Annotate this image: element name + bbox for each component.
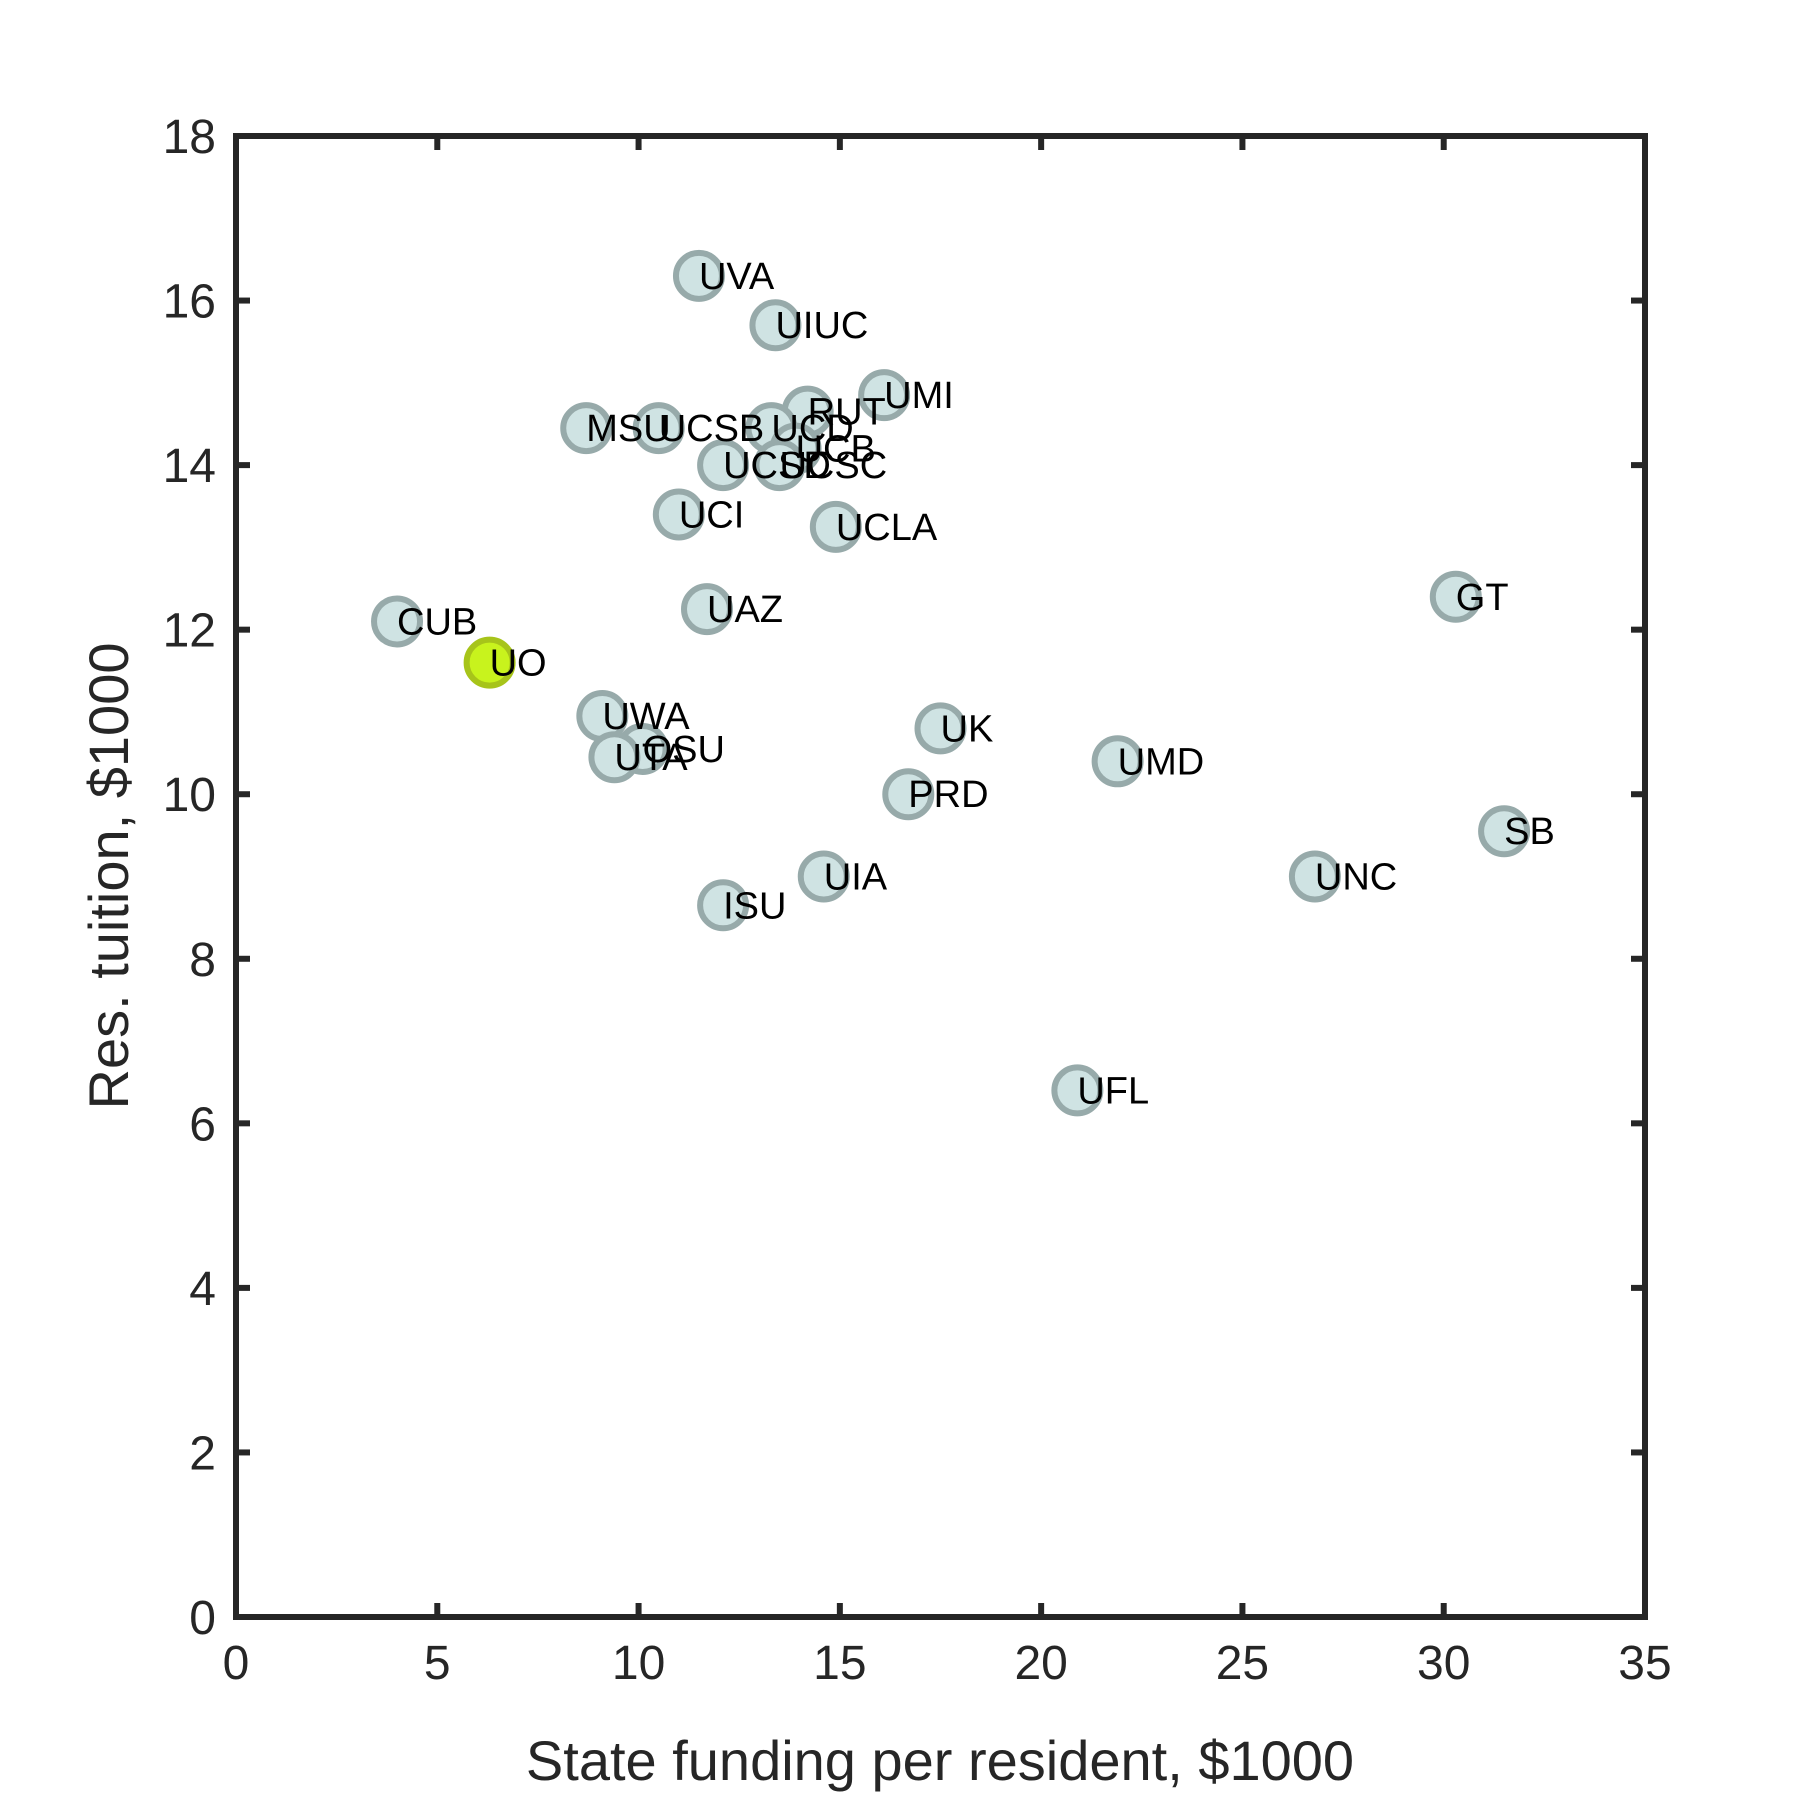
point-label-uiuc: UIUC (775, 305, 868, 347)
point-label-sb: SB (1504, 811, 1555, 853)
point-label-ucsc: UCSC (779, 445, 887, 487)
point-label-gt: GT (1456, 577, 1509, 619)
point-ufl (1051, 1064, 1104, 1117)
point-uia (797, 850, 850, 903)
point-sb (1478, 805, 1531, 858)
point-gt (1429, 570, 1482, 623)
axis-ticks (233, 133, 1648, 1620)
point-label-ucla: UCLA (836, 507, 938, 549)
x-tick-label: 10 (612, 1637, 665, 1690)
point-umi (858, 369, 911, 422)
point-label-uci: UCI (679, 494, 744, 536)
x-tick-label: 5 (424, 1637, 451, 1690)
point-ucla (809, 500, 862, 553)
point-uaz (681, 583, 734, 636)
point-label-rut: RUT (808, 392, 886, 434)
point-uk (914, 702, 967, 755)
y-tick-label: 0 (189, 1592, 216, 1645)
y-tick-label: 2 (189, 1427, 216, 1480)
point-label-uwa: UWA (602, 696, 690, 738)
data-points (371, 249, 1531, 1117)
point-ucsd (697, 439, 750, 492)
point-label-osu: OSU (643, 729, 725, 771)
point-cub (371, 595, 424, 648)
y-tick-label: 10 (163, 769, 216, 822)
point-label-uaz: UAZ (707, 589, 783, 631)
point-label-uk: UK (941, 708, 994, 750)
point-uva (672, 249, 725, 302)
plot-frame (233, 133, 1648, 1620)
point-label-msu: MSU (586, 408, 670, 450)
x-tick-label: 25 (1216, 1637, 1269, 1690)
point-unc (1288, 850, 1341, 903)
point-label-uia: UIA (824, 857, 888, 899)
point-msu (560, 402, 613, 455)
point-ucsc (753, 439, 806, 492)
point-label-cub: CUB (397, 601, 477, 643)
x-tick-label: 30 (1417, 1637, 1470, 1690)
y-axis-title: Res. tuition, $1000 (77, 643, 140, 1110)
y-tick-label: 16 (163, 276, 216, 329)
point-uta (588, 731, 641, 784)
point-uo (463, 636, 516, 689)
x-tick-label: 20 (1014, 1637, 1067, 1690)
x-tick-label: 15 (813, 1637, 866, 1690)
point-label-isu: ISU (723, 885, 786, 927)
point-umd (1091, 735, 1144, 788)
point-label-umd: UMD (1118, 741, 1205, 783)
y-tick-label: 14 (163, 440, 216, 493)
point-label-uva: UVA (699, 256, 775, 298)
point-label-ufl: UFL (1077, 1070, 1149, 1112)
y-tick-label: 18 (163, 111, 216, 164)
point-label-uo: UO (490, 643, 547, 685)
point-label-unc: UNC (1315, 857, 1397, 899)
point-prd (882, 768, 935, 821)
y-tick-label: 4 (189, 1263, 216, 1316)
y-tick-label: 6 (189, 1098, 216, 1151)
point-isu (697, 879, 750, 932)
point-label-ucb: UCB (796, 429, 876, 471)
y-tick-label: 8 (189, 934, 216, 987)
x-tick-label: 0 (223, 1637, 250, 1690)
y-tick-labels: 0 2 4 6 8 10 12 14 16 18 (163, 111, 216, 1645)
y-tick-label: 12 (163, 605, 216, 658)
point-label-ucsd: UCSD (723, 445, 831, 487)
point-label-prd: PRD (908, 774, 988, 816)
point-label-umi: UMI (884, 375, 954, 417)
point-label-uta: UTA (614, 737, 688, 779)
point-ucsb (632, 402, 685, 455)
x-tick-label: 35 (1618, 1637, 1671, 1690)
point-uci (652, 488, 705, 541)
point-uiuc (749, 299, 802, 352)
point-label-ucsb: UCSB (659, 408, 765, 450)
x-axis-title: State funding per resident, $1000 (526, 1729, 1354, 1792)
x-tick-labels: 0 5 10 15 20 25 30 35 (223, 1637, 1672, 1690)
point-label-ucd: UCD (771, 408, 853, 450)
